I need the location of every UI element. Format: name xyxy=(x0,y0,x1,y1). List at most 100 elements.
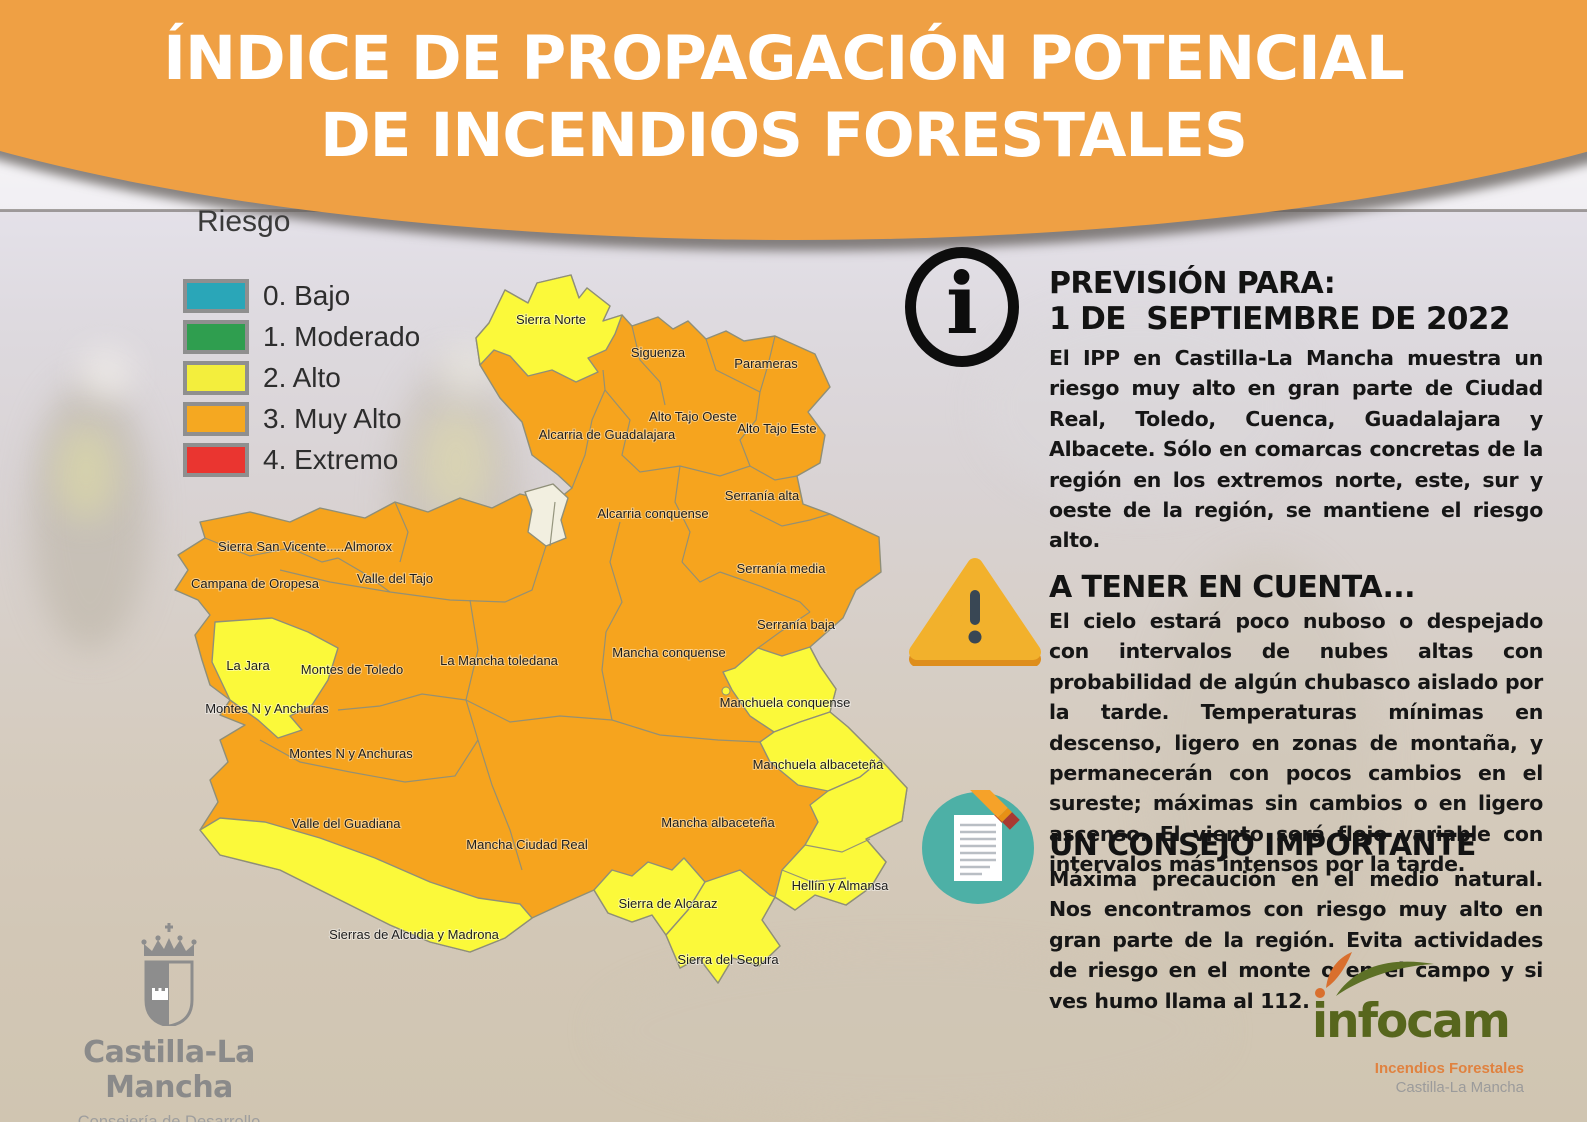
prevision-title: PREVISIÓN PARA: xyxy=(1049,266,1336,301)
region-sierra-de-alcaraz xyxy=(593,857,706,936)
page-title-line2: DE INCENDIOS FORESTALES xyxy=(320,100,1248,171)
page-title-line1: ÍNDICE DE PROPAGACIÓN POTENCIAL xyxy=(163,23,1404,94)
prevision-body: El IPP en Castilla-La Mancha muestra un … xyxy=(1049,346,1543,553)
legend-label: 1. Moderado xyxy=(263,320,421,352)
map-region-label: Parameras xyxy=(734,356,798,371)
map-region-label: Mancha albaceteña xyxy=(661,815,775,830)
background-figure xyxy=(55,425,117,520)
map-region-label: Alto Tajo Oeste xyxy=(649,409,737,424)
legend-item: 0. Bajo xyxy=(183,275,420,316)
region-sierra-del-segura xyxy=(665,869,781,984)
risk-legend: Riesgo 0. Bajo 1. Moderado 2. Alto 3. Mu… xyxy=(183,205,420,480)
clm-logo: Castilla-La Mancha Consejería de Desarro… xyxy=(58,922,280,1122)
map-region-label: Mancha conquense xyxy=(612,645,725,660)
comarca-border xyxy=(601,631,613,721)
comarca-border xyxy=(781,869,847,883)
map-region-label: Sierra San Vicente.....Almorox xyxy=(218,539,392,554)
infocam-logo: infocam Incendios Forestales Castilla-La… xyxy=(1312,952,1526,1098)
comarca-border xyxy=(759,335,776,393)
comarca-border xyxy=(681,561,721,583)
comarca-border xyxy=(279,545,547,603)
comarca-border xyxy=(719,571,811,613)
comarca-border xyxy=(674,465,691,563)
map-region-label: La Jara xyxy=(226,658,270,673)
comarca-border xyxy=(337,693,467,711)
background-figure xyxy=(420,410,492,515)
region-manchuela-island xyxy=(721,686,731,696)
comarca-border xyxy=(477,739,523,871)
map-region-label: Sierra de Alcaraz xyxy=(619,896,718,911)
legend-label: 0. Bajo xyxy=(263,279,351,311)
map-region-label: Mancha Ciudad Real xyxy=(466,837,588,852)
legend-label: 4. Extremo xyxy=(263,443,399,475)
background-figure xyxy=(980,300,1300,510)
region-sierras-de-alcudia-y-madrona xyxy=(199,817,533,953)
background-figure xyxy=(600,950,1220,1110)
legend-swatch-bajo xyxy=(183,278,249,313)
comarca-border xyxy=(605,521,623,633)
map-region-label: Montes N y Anchuras xyxy=(289,746,413,761)
legend-item: 4. Extremo xyxy=(183,439,420,480)
comarca-border xyxy=(739,391,761,467)
region-hellin-y-almansa xyxy=(774,759,908,911)
map-region-label: Montes de Toledo xyxy=(301,662,403,677)
map-region-label: Campana de Oropesa xyxy=(191,576,320,591)
region-unclassified-toledo xyxy=(524,483,569,547)
header-banner xyxy=(0,0,1587,240)
prevision-date: 1 DE SEPTIEMBRE DE 2022 xyxy=(1049,301,1510,337)
legend-label: 2. Alto xyxy=(263,361,341,393)
map-region-label: Alcarria conquense xyxy=(597,506,708,521)
legend-swatch-muy-alto xyxy=(183,401,249,436)
legend-item: 2. Alto xyxy=(183,357,420,398)
legend-item: 3. Muy Alto xyxy=(183,398,420,439)
map-region-label: Sierra del Segura xyxy=(677,952,779,967)
comarca-border xyxy=(631,325,666,406)
notes-icon xyxy=(920,774,1036,911)
page-title: ÍNDICE DE PROPAGACIÓN POTENCIAL DE INCEN… xyxy=(0,20,1567,174)
map-region-label: Siguenza xyxy=(631,345,686,360)
comarca-border xyxy=(757,611,811,649)
map-region-label: Montes N y Anchuras xyxy=(205,701,329,716)
notes-pencil-icon xyxy=(922,774,1034,904)
consejo-title: UN CONSEJO IMPORTANTE xyxy=(1049,828,1476,863)
comarca-border xyxy=(337,557,391,593)
comarca-border xyxy=(571,369,606,489)
infocam-subtitle-2: Castilla-La Mancha xyxy=(1395,1079,1524,1096)
legend-swatch-alto xyxy=(183,360,249,395)
consejo-body: Máxima precaución en el medio natural. N… xyxy=(1049,867,1543,1013)
comarca-border xyxy=(204,537,339,563)
legend-label: 3. Muy Alto xyxy=(263,402,402,434)
castilla-la-mancha-map: Sierra Norte Siguenza Parameras Alto Taj… xyxy=(174,274,908,984)
map-region-label: Valle del Guadiana xyxy=(292,816,402,831)
clm-shield-icon xyxy=(141,923,197,1028)
warning-triangle-icon xyxy=(909,558,1041,667)
map-region-label: Sierras de Alcudia y Madrona xyxy=(329,927,500,942)
map-region-label: Alcarria de Guadalajara xyxy=(539,427,676,442)
warning-icon xyxy=(908,554,1042,671)
atener-title: A TENER EN CUENTA... xyxy=(1049,570,1415,605)
risk-map: Sierra Norte Siguenza Parameras Alto Taj… xyxy=(160,270,920,995)
comarca-border xyxy=(611,719,761,743)
map-region-label: Serranía alta xyxy=(725,488,800,503)
comarca-border xyxy=(259,739,479,783)
infocam-name: infocam xyxy=(1312,994,1511,1049)
comarca-border xyxy=(394,501,409,563)
map-region-label: Manchuela albaceteña xyxy=(753,757,885,772)
legend-title: Riesgo xyxy=(197,205,291,238)
legend-swatch-extremo xyxy=(183,442,249,477)
legend-swatch-moderado xyxy=(183,319,249,354)
comarca-border xyxy=(465,699,613,723)
map-region-label: La Mancha toledana xyxy=(440,653,559,668)
region-la-jara xyxy=(211,617,339,739)
atener-body: El cielo estará poco nuboso o despejado … xyxy=(1049,609,1543,877)
infocam-leaves-icon xyxy=(1315,952,1434,998)
background-figure xyxy=(1150,550,1380,980)
infocam-subtitle-1: Incendios Forestales xyxy=(1374,1060,1524,1077)
map-region-label: Valle del Tajo xyxy=(357,571,433,586)
legend-item: 1. Moderado xyxy=(183,316,420,357)
clm-name: Castilla-La Mancha xyxy=(83,1035,255,1105)
comarca-border xyxy=(465,599,479,741)
map-region-label: Manchuela conquense xyxy=(720,695,851,710)
comarca-border xyxy=(705,338,761,393)
